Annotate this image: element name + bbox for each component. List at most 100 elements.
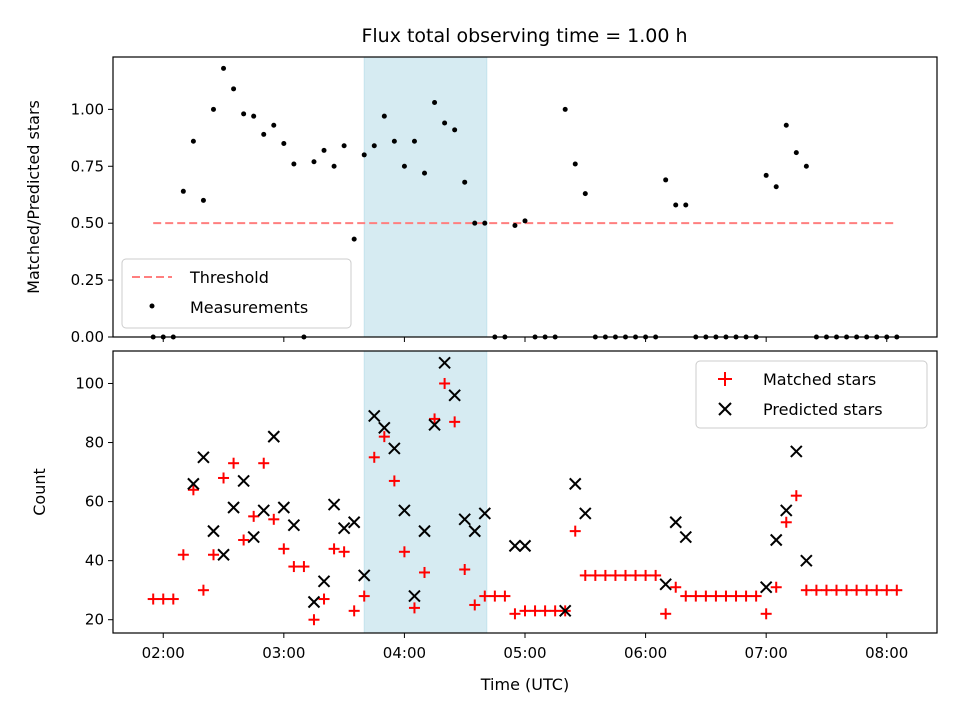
matched-star-point — [218, 472, 230, 484]
matched-star-point — [780, 516, 792, 528]
predicted-star-point — [458, 513, 471, 526]
y-tick-label: 20 — [85, 611, 104, 629]
predicted-star-point — [468, 524, 481, 538]
predicted-star-point — [569, 477, 582, 491]
measurement-point — [231, 86, 237, 92]
predicted-star-point — [358, 569, 371, 582]
matched-star-point — [871, 584, 883, 596]
measurement-point — [512, 222, 518, 228]
measurement-point — [241, 111, 247, 117]
measurement-point — [472, 220, 478, 226]
matched-star-point — [790, 490, 802, 502]
legend-predicted-swatch — [718, 402, 732, 416]
matched-star-point — [680, 590, 692, 602]
matched-star-point — [800, 584, 812, 596]
matched-star-point — [419, 566, 431, 578]
matched-star-point — [298, 561, 310, 573]
matched-star-point — [760, 608, 772, 620]
y-tick-label: 80 — [85, 434, 104, 452]
matched-star-point — [609, 569, 621, 581]
predicted-star-point — [759, 581, 773, 594]
predicted-star-point — [378, 421, 391, 434]
matched-star-point — [258, 457, 270, 469]
x-tick-label: 08:00 — [865, 644, 908, 662]
bottom-highlight-span — [363, 350, 488, 634]
top-ticks: 0.00 0.25 0.50 0.75 1.00 — [71, 100, 888, 346]
predicted-star-point — [337, 521, 351, 535]
matched-star-point — [459, 564, 471, 576]
measurement-point — [482, 220, 488, 226]
predicted-star-point — [307, 595, 321, 609]
top-legend: Threshold Measurements — [121, 258, 352, 329]
top-axes-frame — [112, 56, 938, 338]
matched-star-point — [449, 416, 461, 428]
predicted-star-point — [368, 409, 381, 423]
matched-star-point — [248, 510, 260, 522]
measurement-point — [452, 127, 458, 133]
predicted-star-point — [267, 430, 280, 443]
predicted-star-point — [679, 530, 692, 544]
predicted-star-point — [518, 539, 532, 553]
legend-matched-label: Matched stars — [763, 370, 876, 389]
matched-star-point — [579, 569, 591, 581]
bottom-panel: 02:00 03:00 04:00 05:00 06:00 07:00 08:00 20 40 6… — [30, 350, 938, 694]
matched-star-point — [318, 593, 330, 605]
matched-star-point — [539, 605, 551, 617]
predicted-star-point — [428, 418, 441, 432]
measurement-point — [411, 138, 417, 144]
matched-star-point — [730, 590, 742, 602]
matched-star-point — [660, 608, 672, 620]
measurement-point — [793, 150, 799, 156]
matched-star-point — [469, 599, 481, 611]
predicted-star-point — [418, 524, 431, 538]
matched-star-point — [479, 590, 491, 602]
bottom-axes-frame — [112, 350, 938, 634]
matched-star-point — [650, 569, 662, 581]
chart-title: Flux total observing time = 1.00 h — [361, 25, 687, 47]
predicted-star-point — [408, 589, 421, 603]
matched-stars-points — [147, 377, 903, 626]
matched-star-point — [619, 569, 631, 581]
measurement-point — [522, 218, 528, 224]
matched-star-point — [851, 584, 863, 596]
matched-star-point — [308, 614, 320, 626]
matched-star-point — [429, 413, 441, 425]
matched-star-point — [640, 569, 652, 581]
x-tick-label: 06:00 — [624, 644, 667, 662]
predicted-star-point — [287, 519, 301, 532]
measurement-point — [432, 100, 438, 106]
measurement-point — [371, 143, 377, 149]
legend-measurements-label: Measurements — [190, 298, 308, 317]
matched-star-point — [328, 543, 340, 555]
matched-star-point — [147, 593, 159, 605]
measurement-point — [281, 141, 287, 147]
measurement-point — [341, 143, 347, 149]
matched-star-point — [861, 584, 873, 596]
x-tick-label: 02:00 — [142, 644, 185, 662]
y-tick-label: 100 — [75, 374, 104, 392]
top-y-axis-label: Matched/Predicted stars — [24, 100, 43, 294]
measurement-point — [180, 188, 186, 194]
matched-star-point — [238, 534, 250, 546]
legend-threshold-label: Threshold — [189, 268, 269, 287]
matched-star-point — [740, 590, 752, 602]
x-axis-label: Time (UTC) — [480, 675, 569, 694]
measurement-point — [401, 163, 407, 169]
matched-star-point — [207, 549, 219, 561]
top-legend-box — [121, 258, 352, 329]
matched-star-point — [177, 549, 189, 561]
matched-star-point — [187, 484, 199, 496]
measurement-point — [783, 122, 789, 128]
bottom-legend: Matched stars Predicted stars — [695, 360, 928, 429]
measurement-point — [763, 172, 769, 178]
x-tick-label: 03:00 — [262, 644, 305, 662]
matched-star-point — [388, 475, 400, 487]
measurement-point — [391, 138, 397, 144]
matched-star-point — [720, 590, 732, 602]
predicted-star-point — [207, 524, 220, 538]
measurement-point — [422, 170, 428, 176]
predicted-star-point — [508, 539, 522, 553]
measurement-point — [562, 106, 568, 112]
predicted-star-point — [347, 516, 361, 529]
measurement-point — [803, 163, 809, 169]
